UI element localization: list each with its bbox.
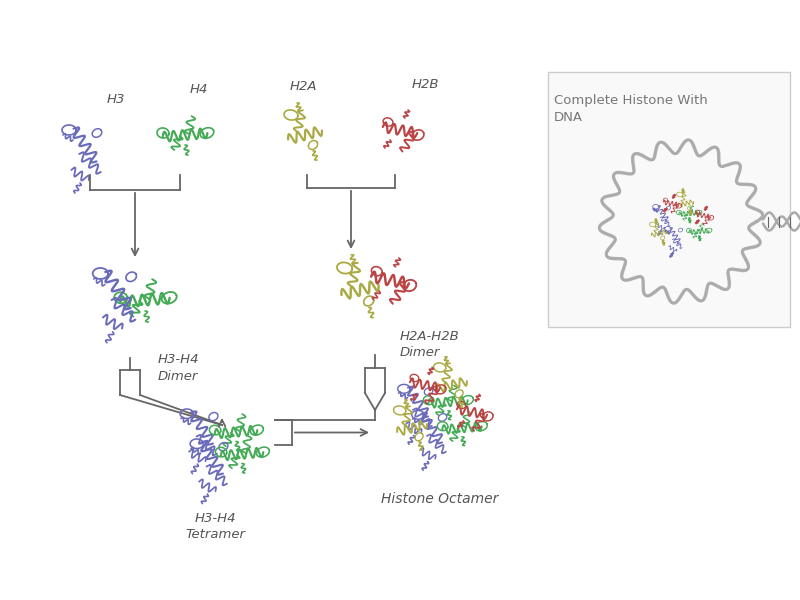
Text: H2B: H2B: [412, 78, 439, 91]
Text: H2A: H2A: [290, 80, 318, 93]
Text: H4: H4: [190, 83, 208, 96]
FancyBboxPatch shape: [548, 72, 790, 327]
Text: H3-H4
Tetramer: H3-H4 Tetramer: [185, 512, 245, 541]
Text: Complete Histone With
DNA: Complete Histone With DNA: [554, 94, 708, 124]
Text: H3: H3: [107, 93, 126, 106]
Text: H2A-H2B
Dimer: H2A-H2B Dimer: [400, 330, 460, 359]
Text: Histone Octamer: Histone Octamer: [382, 492, 498, 506]
Text: H3-H4
Dimer: H3-H4 Dimer: [158, 353, 199, 383]
